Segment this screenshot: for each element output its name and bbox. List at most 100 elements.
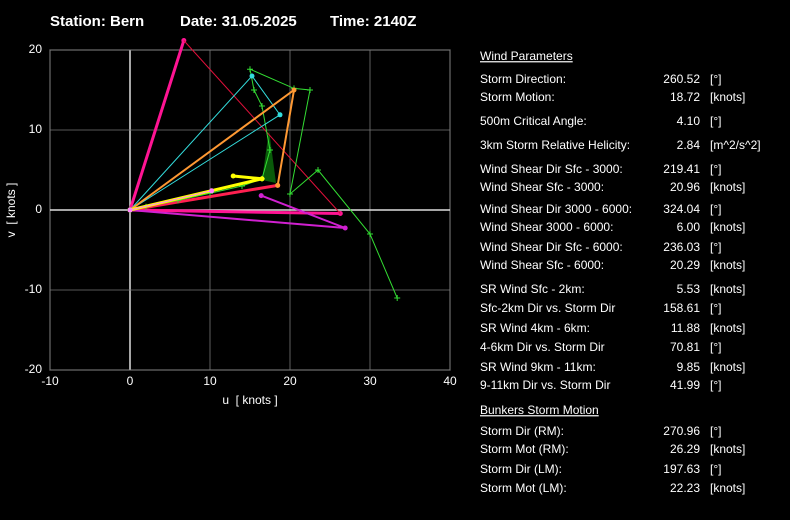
point-marker — [247, 66, 253, 73]
point-marker — [275, 182, 281, 188]
point-marker — [342, 225, 348, 231]
point-marker — [267, 147, 273, 153]
param-unit: [knots] — [710, 442, 745, 456]
critical-angle-area — [262, 130, 276, 183]
param-value: 324.04 — [663, 202, 700, 216]
param-label: SR Wind 9km - 11km: — [480, 360, 596, 374]
y-tick-label: -20 — [25, 362, 43, 376]
param-label: 9-11km Dir vs. Storm Dir — [480, 378, 610, 392]
param-unit: [°] — [710, 462, 721, 476]
hodograph-line — [183, 40, 341, 214]
param-label: SR Wind 4km - 6km: — [480, 321, 590, 335]
x-tick-label: 30 — [363, 374, 377, 388]
param-label: 4-6km Dir vs. Storm Dir — [480, 340, 605, 354]
point-marker — [127, 207, 133, 213]
param-unit: [°] — [710, 114, 721, 128]
param-label: Storm Dir (RM): — [480, 424, 564, 438]
point-marker — [258, 193, 264, 199]
param-label: Wind Shear Dir Sfc - 3000: — [480, 162, 623, 176]
param-label: 3km Storm Relative Helicity: — [480, 138, 630, 152]
x-tick-label: 10 — [203, 374, 217, 388]
param-value: 70.81 — [670, 340, 700, 354]
time: Time: 2140Z — [330, 13, 416, 30]
point-marker — [291, 87, 297, 93]
station: Station: Bern — [50, 13, 144, 30]
param-unit: [°] — [710, 240, 721, 254]
point-marker — [259, 103, 265, 109]
section-title: Bunkers Storm Motion — [480, 403, 599, 417]
point-marker — [209, 188, 215, 194]
param-value: 260.52 — [663, 72, 700, 86]
param-unit: [°] — [710, 424, 721, 438]
param-label: Wind Shear 3000 - 6000: — [480, 220, 613, 234]
param-value: 197.63 — [663, 462, 700, 476]
param-value: 18.72 — [670, 90, 700, 104]
param-unit: [m^2/s^2] — [710, 138, 761, 152]
param-value: 4.10 — [677, 114, 701, 128]
param-label: Storm Dir (LM): — [480, 462, 562, 476]
param-value: 26.29 — [670, 442, 700, 456]
param-value: 270.96 — [663, 424, 700, 438]
param-value: 41.99 — [670, 378, 700, 392]
param-label: Storm Mot (RM): — [480, 442, 569, 456]
param-unit: [°] — [710, 340, 721, 354]
y-tick-label: 20 — [29, 42, 43, 56]
param-unit: [°] — [710, 162, 721, 176]
x-tick-label: 20 — [283, 374, 297, 388]
x-tick-label: 0 — [127, 374, 134, 388]
hodograph-line — [129, 190, 212, 211]
param-value: 6.00 — [677, 220, 701, 234]
date: Date: 31.05.2025 — [180, 13, 297, 30]
param-label: Wind Shear Dir Sfc - 6000: — [480, 240, 623, 254]
param-value: 20.96 — [670, 180, 700, 194]
point-marker — [315, 167, 321, 173]
param-unit: [knots] — [710, 321, 745, 335]
param-label: Storm Direction: — [480, 72, 566, 86]
y-tick-label: -10 — [25, 282, 43, 296]
hodograph-line — [129, 68, 398, 299]
param-value: 9.85 — [677, 360, 701, 374]
x-tick-label: 40 — [443, 374, 457, 388]
param-value: 2.84 — [677, 138, 701, 152]
param-unit: [knots] — [710, 220, 745, 234]
y-tick-label: 0 — [35, 202, 42, 216]
point-marker — [307, 87, 313, 93]
param-unit: [knots] — [710, 258, 745, 272]
param-unit: [°] — [710, 72, 721, 86]
param-label: Wind Shear Sfc - 6000: — [480, 258, 604, 272]
param-label: SR Wind Sfc - 2km: — [480, 282, 585, 296]
point-marker — [394, 295, 401, 301]
x-tick-label: -10 — [41, 374, 59, 388]
param-unit: [knots] — [710, 180, 745, 194]
param-unit: [°] — [710, 301, 721, 315]
param-unit: [knots] — [710, 90, 745, 104]
param-value: 158.61 — [663, 301, 700, 315]
param-value: 5.53 — [677, 282, 701, 296]
param-value: 22.23 — [670, 481, 700, 495]
param-unit: [knots] — [710, 282, 745, 296]
param-unit: [°] — [710, 202, 721, 216]
param-label: 500m Critical Angle: — [480, 114, 587, 128]
point-marker — [287, 191, 293, 197]
hodograph-line — [129, 183, 278, 212]
param-value: 236.03 — [663, 240, 700, 254]
point-marker — [251, 87, 257, 93]
param-value: 11.88 — [671, 321, 700, 335]
param-label: Sfc-2km Dir vs. Storm Dir — [480, 301, 615, 315]
param-label: Wind Shear Sfc - 3000: — [480, 180, 604, 194]
param-label: Storm Mot (LM): — [480, 481, 567, 495]
section-title: Wind Parameters — [480, 49, 573, 63]
point-marker — [367, 231, 373, 237]
param-label: Wind Shear Dir 3000 - 6000: — [480, 202, 632, 216]
param-unit: [knots] — [710, 360, 745, 374]
param-value: 219.41 — [663, 162, 700, 176]
x-axis-label: u [ knots ] — [222, 393, 277, 407]
param-label: Storm Motion: — [480, 90, 555, 104]
param-unit: [°] — [710, 378, 721, 392]
point-marker — [249, 73, 255, 79]
param-unit: [knots] — [710, 481, 745, 495]
point-marker — [259, 176, 265, 182]
param-value: 20.29 — [670, 258, 700, 272]
